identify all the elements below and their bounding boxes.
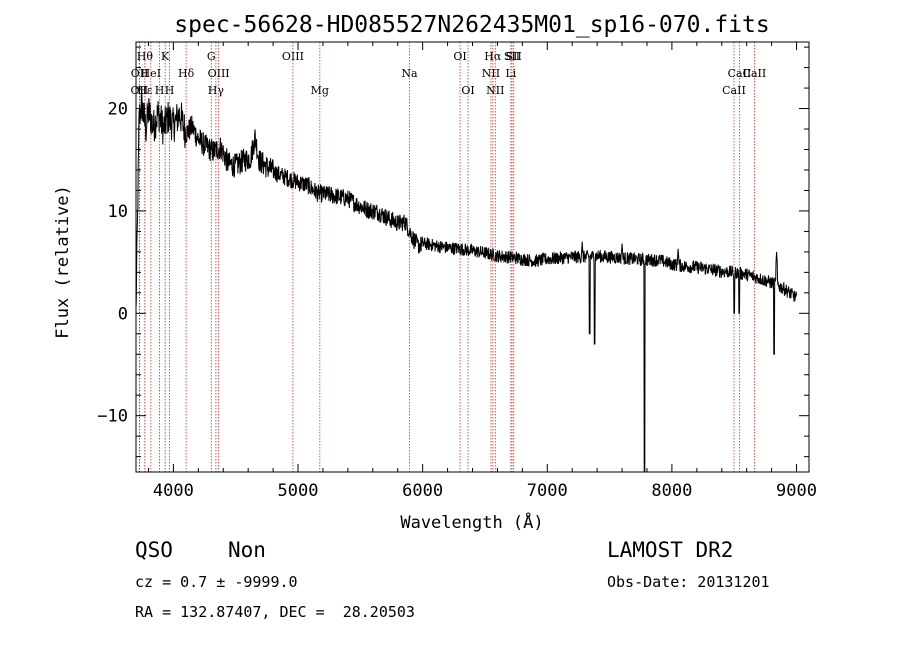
x-tick-label: 8000: [651, 481, 692, 501]
y-tick-label: 0: [118, 304, 128, 324]
x-tick-label: 7000: [527, 481, 568, 501]
line-marker-label: OIII: [282, 50, 304, 63]
line-marker-label: SII: [504, 50, 520, 63]
y-axis-label: Flux (relative): [53, 185, 73, 339]
coordinates: RA = 132.87407, DEC = 28.20503: [135, 603, 415, 621]
line-markers: [138, 42, 755, 472]
line-marker-label: OIII: [208, 67, 230, 80]
plot-frame: [135, 41, 810, 473]
line-marker-label: G: [207, 50, 216, 63]
x-tick-label: 4000: [153, 481, 194, 501]
line-marker-label: Hγ: [208, 84, 225, 97]
x-tick-label: 5000: [278, 481, 319, 501]
line-marker-labels: OIIOIIHθHεHeIHKHHδGOIIIHγOIIIMgNaOIOIHαN…: [131, 50, 767, 97]
object-class: QSO: [135, 538, 173, 562]
line-marker-label: K: [161, 50, 170, 63]
line-marker-label: NII: [486, 84, 504, 97]
observation-date: Obs-Date: 20131201: [607, 573, 770, 591]
line-marker-label: OII: [131, 84, 149, 97]
line-marker-label: CaII: [728, 67, 752, 80]
line-marker-label: Li: [505, 67, 516, 80]
line-marker-label: CaII: [743, 67, 767, 80]
line-marker-label: H: [155, 84, 165, 97]
x-axis-ticks: 4000 5000 6000 7000 8000 9000: [147, 42, 817, 501]
line-marker-label: Hε: [137, 84, 153, 97]
line-marker-label: Hθ: [137, 50, 154, 63]
survey-name: LAMOST DR2: [607, 538, 734, 562]
y-axis-ticks: −10 0 10 20: [97, 46, 809, 458]
line-marker-label: SII: [506, 50, 522, 63]
line-marker-label: H: [165, 84, 175, 97]
spectrum-line: [135, 89, 797, 473]
line-marker-label: OII: [131, 67, 149, 80]
x-tick-label: 6000: [402, 481, 443, 501]
y-tick-label: −10: [97, 407, 128, 427]
line-marker-label: NII: [482, 67, 500, 80]
y-tick-label: 10: [108, 202, 128, 222]
line-marker-label: HeI: [141, 67, 161, 80]
line-marker-label: Na: [401, 67, 418, 80]
redshift-value: cz = 0.7 ± -9999.0: [135, 573, 298, 591]
line-marker-label: CaII: [722, 84, 746, 97]
line-marker-label: Hδ: [178, 67, 195, 80]
x-tick-label: 9000: [776, 481, 817, 501]
line-marker-label: Hα: [484, 50, 502, 63]
x-axis-label: Wavelength (Å): [400, 511, 543, 533]
y-tick-label: 20: [108, 100, 128, 120]
chart-title: spec-56628-HD085527N262435M01_sp16-070.f…: [174, 12, 769, 38]
line-marker-label: OI: [453, 50, 466, 63]
line-marker-label: OI: [461, 84, 474, 97]
object-subclass: Non: [228, 538, 266, 562]
line-marker-label: Mg: [311, 84, 329, 97]
